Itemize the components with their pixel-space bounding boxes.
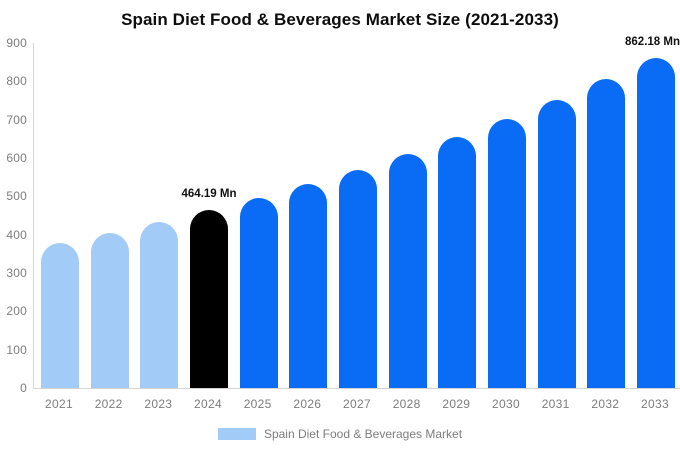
bar-2033[interactable] bbox=[636, 57, 675, 388]
legend-swatch bbox=[217, 428, 256, 440]
x-tick-label: 2030 bbox=[492, 397, 520, 411]
bar-2030[interactable] bbox=[487, 119, 526, 388]
y-tick-label: 100 bbox=[6, 342, 27, 357]
y-tick-label: 400 bbox=[6, 227, 27, 242]
y-tick-label: 0 bbox=[20, 381, 27, 395]
chart-title: Spain Diet Food & Beverages Market Size … bbox=[121, 10, 559, 29]
y-tick-label: 800 bbox=[6, 74, 27, 89]
bar-2022[interactable] bbox=[90, 233, 129, 388]
legend-item[interactable]: Spain Diet Food & Beverages Market bbox=[0, 427, 680, 441]
x-tick-label: 2026 bbox=[293, 397, 322, 411]
bar-2032[interactable] bbox=[587, 79, 626, 388]
x-axis: 2021 2022 2023 2024 2025 2026 2027 2028 2029 2030… bbox=[33, 397, 679, 413]
x-tick-label: 2023 bbox=[144, 397, 173, 411]
x-tick-label: 2032 bbox=[591, 397, 620, 411]
bar-2029[interactable] bbox=[438, 136, 477, 388]
y-tick-label: 700 bbox=[6, 112, 27, 127]
x-tick-label: 2022 bbox=[94, 397, 123, 411]
x-tick-label: 2027 bbox=[343, 397, 371, 411]
x-tick-label: 2033 bbox=[641, 397, 669, 411]
bar-2024[interactable] bbox=[189, 210, 228, 388]
bar-2023[interactable] bbox=[140, 222, 179, 388]
plot-area: 464.19 Mn 862.18 Mn bbox=[33, 36, 680, 389]
x-tick-label: 2024 bbox=[194, 397, 222, 411]
value-label-2033: 862.18 Mn bbox=[625, 35, 680, 48]
y-tick-label: 200 bbox=[6, 304, 27, 319]
x-tick-label: 2028 bbox=[392, 397, 421, 411]
legend-label: Spain Diet Food & Beverages Market bbox=[263, 427, 463, 441]
bar-2031[interactable] bbox=[537, 100, 576, 388]
bars-container bbox=[34, 43, 680, 388]
x-tick-label: 2029 bbox=[442, 397, 471, 411]
bar-2025[interactable] bbox=[239, 197, 278, 388]
bar-2021[interactable] bbox=[41, 243, 79, 388]
y-tick-label: 500 bbox=[6, 189, 27, 204]
bar-2027[interactable] bbox=[338, 169, 377, 388]
y-tick-label: 600 bbox=[6, 151, 27, 165]
x-tick-label: 2021 bbox=[45, 397, 73, 411]
x-tick-label: 2031 bbox=[541, 397, 570, 411]
x-tick-label: 2025 bbox=[243, 397, 272, 411]
y-axis: 900 800 700 600 500 400 300 200 100 0 bbox=[0, 36, 27, 395]
y-tick-label: 900 bbox=[6, 36, 27, 50]
bar-2026[interactable] bbox=[289, 183, 328, 388]
y-tick-label: 300 bbox=[6, 266, 27, 280]
bar-2028[interactable] bbox=[388, 153, 427, 388]
value-label-2024: 464.19 Mn bbox=[181, 188, 237, 201]
